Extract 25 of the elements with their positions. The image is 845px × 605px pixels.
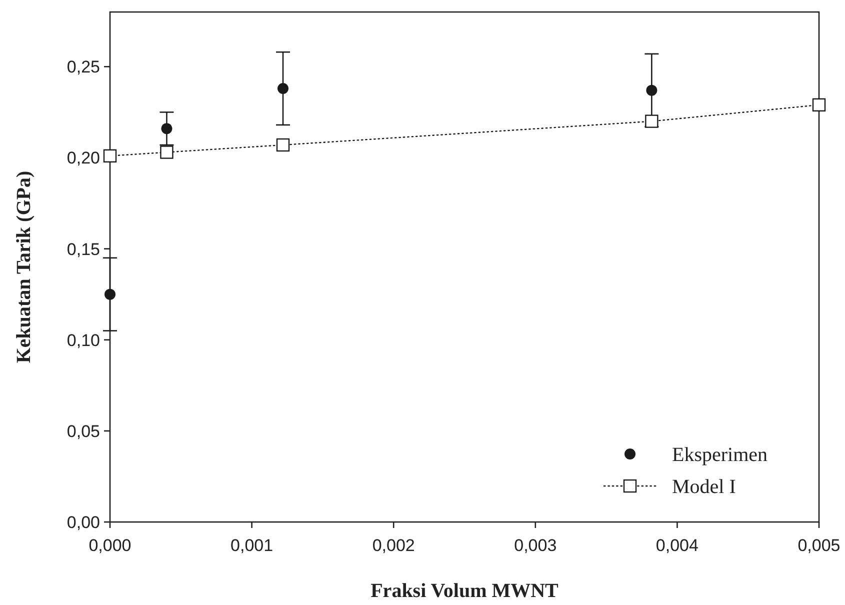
point [645, 114, 658, 128]
y-tick-label: 0,05 [66, 422, 100, 441]
point [103, 149, 117, 162]
legend-label: Model I [672, 476, 736, 498]
point [646, 84, 658, 96]
y-tick-label: 0,00 [66, 513, 100, 532]
x-tick-label: 0,000 [88, 536, 132, 555]
point [160, 146, 174, 159]
x-tick-label: 0,003 [514, 536, 557, 555]
x-tick-label: 0,001 [230, 536, 274, 555]
x-tick-label: 0,004 [656, 536, 698, 555]
point [277, 83, 288, 94]
x-tick-label: 0,002 [372, 536, 415, 555]
y-tick-label: 0,20 [66, 148, 100, 168]
legend-label: Eksperimen [672, 444, 768, 466]
y-tick-label: 0,15 [66, 240, 100, 259]
point [161, 123, 172, 134]
point [276, 138, 290, 152]
x-tick-label: 0,005 [798, 536, 840, 555]
point [104, 288, 116, 300]
y-tick-label: 0,25 [66, 58, 100, 77]
x-axis-title: Fraksi Volum MWNT [370, 580, 560, 602]
y-axis-title: Kekuatan Tarik (GPa) [13, 170, 35, 364]
point [812, 98, 826, 112]
y-tick-label: 0,10 [66, 330, 100, 350]
